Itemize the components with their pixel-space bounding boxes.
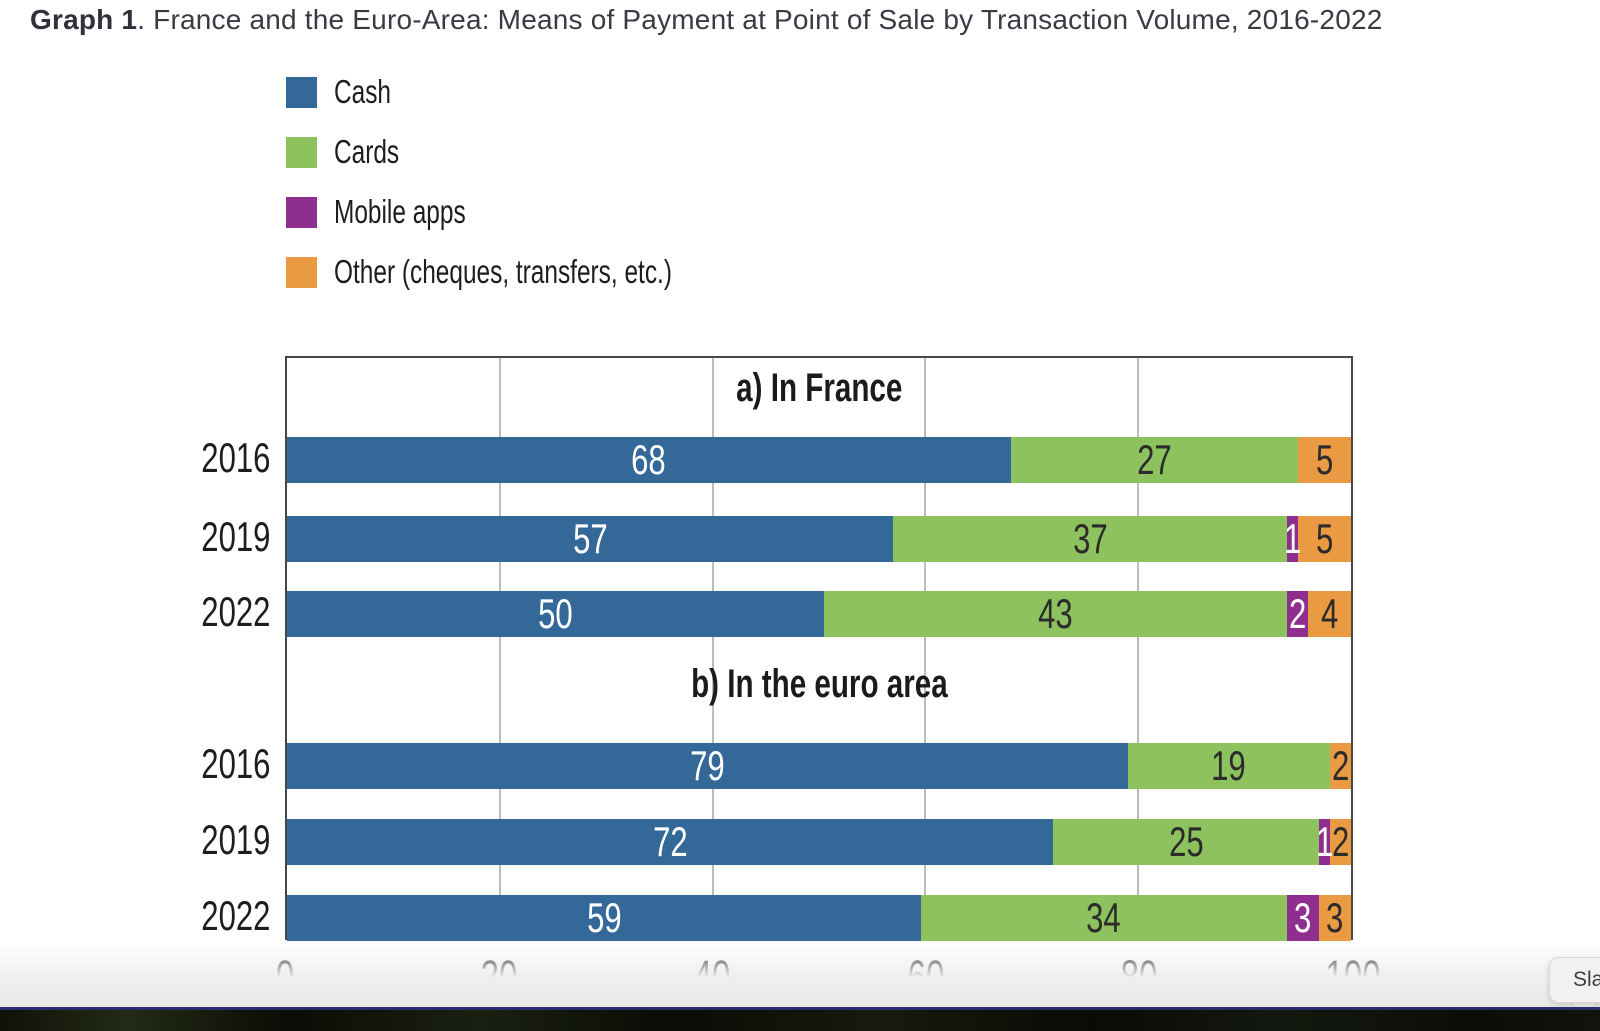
year-label: 2016: [177, 741, 270, 787]
bar-row: 50 43 2 4: [287, 591, 1351, 637]
gridline: [498, 358, 501, 938]
bar-value-label: 68: [631, 436, 667, 483]
dock-tooltip-label: Sla: [1573, 968, 1600, 991]
legend-item-other: Other (cheques, transfers, etc.): [286, 253, 791, 290]
bar-value-label: 1: [1283, 515, 1302, 562]
legend-swatch-other: [286, 256, 317, 288]
panel-title-text: b) In the euro area: [690, 662, 948, 706]
bar-value-label: 19: [1211, 742, 1246, 789]
legend-label: Cash: [334, 73, 411, 110]
year-label-text: 2019: [200, 816, 270, 863]
bar-segment-cards: 43: [824, 590, 1287, 637]
year-label: 2019: [177, 817, 270, 863]
bar-row: 72 25 1 2: [287, 819, 1351, 865]
year-label-text: 2016: [200, 434, 270, 481]
chart-title-rest: . France and the Euro-Area: Means of Pay…: [137, 4, 1383, 35]
bar-segment-mobile: 3: [1286, 894, 1319, 941]
bar-segment-other: 2: [1329, 818, 1351, 865]
bar-segment-mobile: 1: [1283, 515, 1302, 562]
legend-label-text: Cards: [334, 133, 400, 170]
legend-label: Cards: [334, 133, 422, 170]
bar-segment-other: 3: [1318, 894, 1351, 941]
legend-swatch-cards: [286, 136, 317, 168]
bar-segment-cash: 50: [287, 590, 825, 637]
dock-tooltip: Sla: [1549, 957, 1600, 1003]
gridline: [711, 358, 714, 938]
bar-segment-mobile: 1: [1315, 818, 1334, 865]
desktop-dock-edge: [0, 1007, 1600, 1031]
bar-row: 59 34 3 3: [287, 895, 1351, 941]
legend-swatch-mobile: [286, 196, 317, 228]
year-label: 2022: [177, 893, 270, 939]
bar-value-label: 34: [1086, 894, 1122, 941]
bar-segment-mobile: 2: [1286, 590, 1308, 637]
bar-segment-cash: 68: [287, 437, 1011, 483]
plot-area: a) In France 68 27 5 57 37 1 5 50 43 2 4 b) In the e…: [285, 356, 1353, 941]
bar-value-label: 3: [1293, 894, 1312, 941]
year-label-text: 2016: [200, 740, 270, 787]
bar-value-label: 72: [652, 818, 688, 865]
year-label-text: 2019: [200, 513, 270, 560]
chart-title-prefix: Graph 1: [30, 4, 138, 35]
gridline: [924, 358, 927, 938]
bar-value-label: 4: [1320, 590, 1339, 637]
year-label: 2022: [177, 589, 270, 635]
gridline: [1137, 358, 1140, 938]
bar-segment-other: 4: [1307, 590, 1351, 637]
legend: Cash Cards Mobile apps Other (cheques, tran…: [286, 73, 791, 316]
bar-segment-cards: 25: [1053, 818, 1320, 865]
bar-row: 79 19 2: [287, 743, 1351, 789]
bar-segment-cash: 57: [287, 515, 894, 562]
year-label-text: 2022: [200, 588, 270, 635]
bar-value-label: 57: [572, 515, 608, 562]
legend-label-text: Other (cheques, transfers, etc.): [334, 253, 672, 290]
bar-value-label: 2: [1331, 818, 1349, 865]
year-label: 2016: [177, 435, 270, 481]
panel-title: b) In the euro area: [287, 662, 1351, 707]
bar-value-label: 79: [689, 742, 725, 789]
year-label: 2019: [177, 514, 270, 560]
bar-value-label: 25: [1168, 818, 1204, 865]
bar-segment-cards: 19: [1127, 742, 1330, 789]
legend-item-cash: Cash: [286, 73, 791, 110]
bar-value-label: 5: [1315, 436, 1334, 483]
bar-value-label: 43: [1038, 590, 1073, 637]
bar-segment-cash: 72: [287, 818, 1054, 865]
bar-segment-cards: 34: [921, 894, 1287, 941]
bar-value-label: 1: [1315, 818, 1334, 865]
bar-segment-cards: 27: [1010, 436, 1298, 483]
bar-value-label: 2: [1288, 590, 1306, 637]
bar-segment-other: 2: [1329, 742, 1351, 789]
bar-value-label: 2: [1331, 742, 1349, 789]
bar-value-label: 59: [586, 894, 622, 941]
bar-value-label: 3: [1326, 894, 1344, 941]
bar-row: 57 37 1 5: [287, 516, 1351, 562]
bar-value-label: 50: [538, 590, 573, 637]
legend-label-text: Mobile apps: [334, 193, 466, 230]
bar-row: 68 27 5: [287, 437, 1351, 483]
panel-title-text: a) In France: [735, 366, 903, 410]
bar-value-label: 37: [1073, 515, 1108, 562]
bar-segment-cards: 37: [893, 515, 1288, 562]
legend-label: Other (cheques, transfers, etc.): [334, 253, 791, 290]
page-bottom-fade: [0, 942, 1600, 1007]
legend-swatch-cash: [286, 76, 317, 108]
legend-item-cards: Cards: [286, 133, 791, 170]
bar-segment-other: 5: [1297, 515, 1351, 562]
bar-value-label: 5: [1315, 515, 1333, 562]
legend-label-text: Cash: [334, 73, 392, 110]
bar-segment-other: 5: [1297, 436, 1351, 483]
legend-item-mobile: Mobile apps: [286, 193, 791, 230]
bar-segment-cash: 79: [287, 743, 1128, 789]
bar-segment-cash: 59: [287, 894, 922, 941]
year-label-text: 2022: [200, 892, 270, 939]
bar-value-label: 27: [1136, 436, 1172, 483]
legend-label: Mobile apps: [334, 193, 512, 230]
panel-title: a) In France: [287, 366, 1351, 411]
chart-title: Graph 1. France and the Euro-Area: Means…: [30, 4, 1383, 36]
